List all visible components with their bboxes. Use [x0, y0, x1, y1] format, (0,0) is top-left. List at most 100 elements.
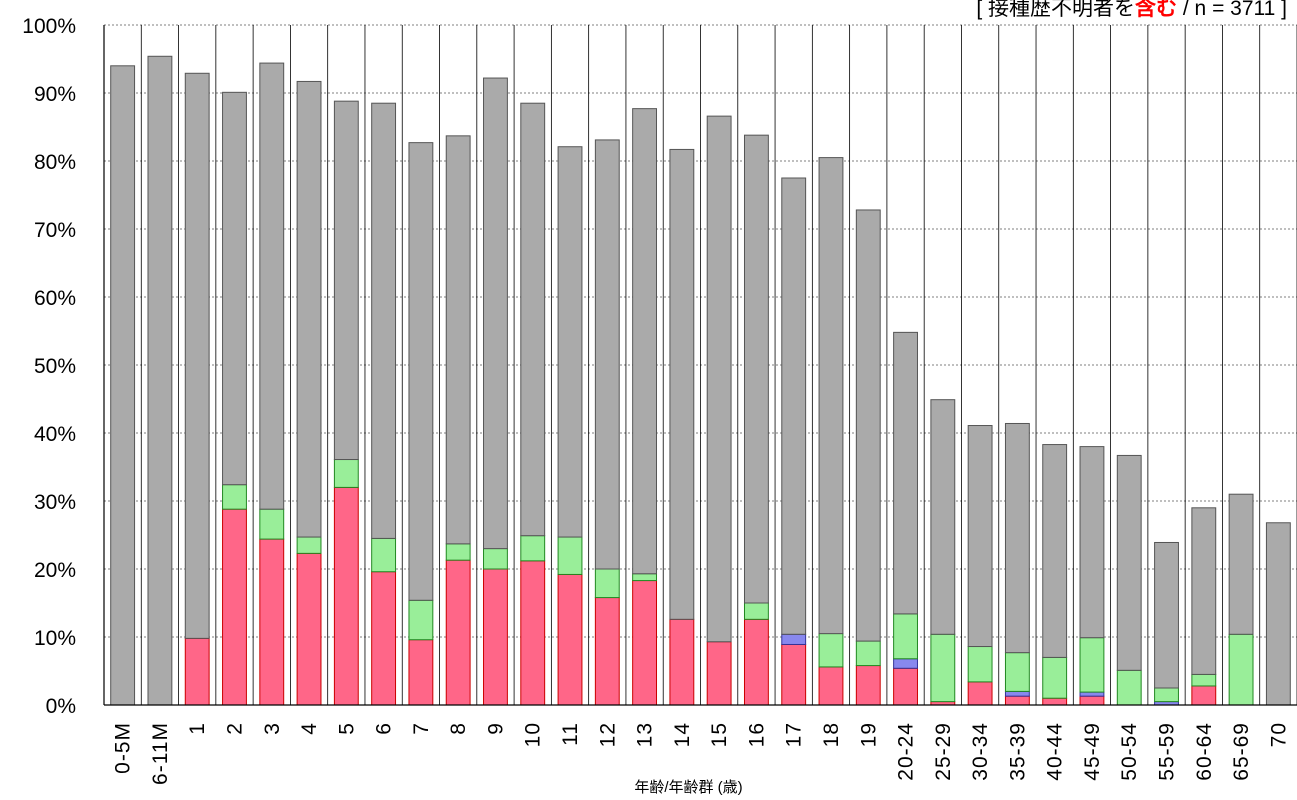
y-tick-label: 10%	[34, 627, 76, 650]
x-tick-label: 4	[298, 722, 321, 735]
bar-segment	[1004, 695, 1030, 706]
y-tick-label: 60%	[34, 287, 76, 310]
x-tick-label: 15	[708, 722, 731, 747]
y-tick-label: 100%	[22, 15, 76, 38]
bar-segment	[781, 177, 807, 635]
bar-segment	[930, 633, 956, 703]
bar-segment	[632, 580, 658, 706]
bar-segment	[408, 142, 434, 601]
bar-segment	[594, 597, 620, 706]
x-tick-label: 12	[596, 722, 619, 747]
bar-segment	[669, 618, 695, 706]
x-tick-label: 65-69	[1230, 722, 1253, 781]
bar-segment	[520, 535, 546, 562]
x-tick-label: 40-44	[1044, 722, 1067, 781]
x-tick-label: 45-49	[1081, 722, 1104, 781]
bar-segment	[296, 552, 322, 706]
bar-segment	[296, 536, 322, 554]
bar-segment	[333, 486, 359, 706]
bar-segment	[1228, 493, 1254, 635]
bar-segment	[669, 148, 695, 620]
bar-segment	[967, 425, 993, 648]
x-tick-label: 11	[559, 722, 582, 746]
bar-segment	[706, 115, 732, 643]
chart-subtitle: [ 接種歴不明者を含む / n = 3711 ]	[976, 0, 1287, 22]
bar-segment	[594, 139, 620, 570]
x-axis-label: 年齢/年齢群 (歳)	[634, 779, 743, 796]
x-tick-label: 18	[820, 722, 843, 747]
x-tick-label: 7	[410, 722, 433, 735]
x-tick-label: 60-64	[1193, 722, 1216, 781]
bar-segment	[893, 331, 918, 615]
bar-segment	[1004, 422, 1030, 654]
x-tick-label: 30-34	[969, 722, 992, 781]
bar-segment	[893, 667, 918, 706]
bar-segment	[1042, 444, 1068, 658]
bar-segment	[557, 146, 583, 538]
bar-segment	[371, 537, 397, 573]
bar-segment	[259, 538, 285, 706]
bar-segment	[371, 571, 397, 706]
x-tick-label: 8	[447, 722, 470, 735]
bar-segment	[594, 568, 620, 599]
bar-segment	[483, 77, 508, 550]
bar-segment	[855, 209, 881, 642]
x-tick-label: 19	[857, 722, 880, 747]
x-tick-label: 6	[373, 722, 396, 735]
bar-segment	[706, 641, 732, 706]
bar-segment	[1154, 687, 1179, 703]
bar-segment	[1004, 690, 1030, 697]
bar-segment	[1116, 669, 1142, 706]
bar-segment	[110, 65, 136, 706]
bar-segment	[333, 100, 359, 461]
bar-segment	[184, 637, 210, 706]
y-tick-label: 90%	[34, 83, 76, 106]
y-tick-label: 80%	[34, 151, 76, 174]
bar-segment	[1228, 633, 1254, 706]
x-tick-label: 6-11M	[149, 722, 172, 785]
bar-segment	[557, 536, 583, 575]
bar-segment	[632, 573, 658, 582]
bar-segment	[818, 666, 844, 706]
y-tick-label: 30%	[34, 491, 76, 514]
x-tick-label: 10	[522, 722, 545, 747]
bar-segment	[967, 646, 993, 683]
bar-segment	[1042, 656, 1068, 699]
bar-segment	[967, 681, 993, 706]
bar-segment	[222, 91, 247, 486]
bar-segment	[222, 484, 247, 510]
x-tick-label: 50-54	[1118, 722, 1141, 781]
x-tick-label: 14	[671, 722, 694, 747]
bar-segment	[445, 543, 471, 561]
x-tick-label: 35-39	[1006, 722, 1029, 781]
x-tick-label: 1	[186, 722, 209, 735]
bar-segment	[743, 134, 769, 604]
x-tick-label: 20-24	[895, 722, 918, 781]
y-tick-label: 40%	[34, 423, 76, 446]
bar-segment	[1154, 541, 1179, 689]
bar-segment	[855, 640, 881, 667]
x-tick-label: 5	[335, 722, 358, 735]
bar-segment	[893, 658, 918, 669]
bar-segment	[1079, 691, 1105, 697]
bar-segment	[743, 602, 769, 620]
x-tick-label: 9	[484, 722, 507, 735]
bar-segment	[930, 399, 956, 635]
subtitle-suffix: / n = 3711 ]	[1177, 0, 1287, 20]
bar-segment	[147, 55, 173, 706]
bar-segment	[818, 157, 844, 635]
bar-segment	[893, 613, 918, 660]
bar-segment	[1004, 652, 1030, 692]
x-tick-label: 70	[1267, 722, 1290, 747]
bar-segment	[483, 548, 508, 570]
x-tick-label: 13	[634, 722, 657, 747]
bar-segment	[1191, 507, 1217, 675]
x-tick-label: 25-29	[932, 722, 955, 781]
bar-segment	[259, 508, 285, 540]
bar-segment	[483, 568, 508, 706]
bar-segment	[371, 102, 397, 539]
bar-segment	[408, 639, 434, 706]
bar-segment	[259, 62, 285, 510]
